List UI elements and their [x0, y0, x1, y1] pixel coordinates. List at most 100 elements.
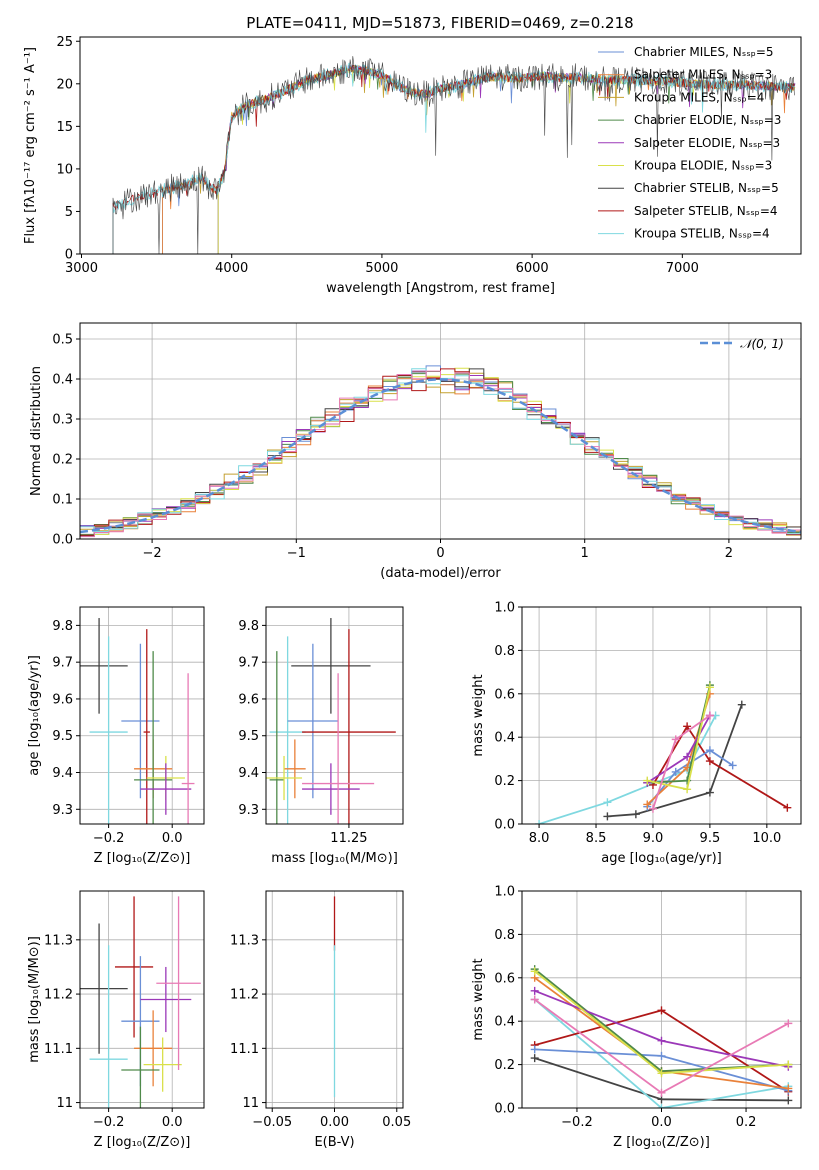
x-tick-label: 11.25 [330, 831, 367, 846]
x-tick-label: 0 [436, 546, 444, 561]
weight-marker [671, 767, 680, 776]
x-tick-label: 7000 [666, 261, 699, 276]
legend-label: 𝒩(0, 1) [740, 337, 784, 351]
weight-marker [683, 752, 692, 761]
x-tick-label: 6000 [516, 261, 549, 276]
axes-frame [79, 890, 205, 1109]
weight-marker [643, 776, 652, 785]
x-tick-label: 10.0 [752, 831, 781, 846]
weight-marker [643, 800, 652, 809]
y-tick-label: 0.4 [494, 731, 515, 746]
y-tick-label: 1.0 [494, 885, 515, 900]
y-tick-label: 9.3 [52, 803, 73, 818]
weight-marker [530, 995, 539, 1004]
x-tick-label: 9.5 [700, 831, 721, 846]
figure-title: PLATE=0411, MJD=51873, FIBERID=0469, z=0… [246, 14, 633, 32]
y-tick-label: 0.4 [494, 1015, 515, 1030]
y-tick-label: 0 [65, 248, 73, 263]
y-tick-label: 9.4 [238, 766, 259, 781]
x-tick-label: 0.2 [736, 1115, 757, 1130]
x-tick-label: 8.5 [586, 831, 607, 846]
y-tick-label: 0.8 [494, 644, 515, 659]
weight-marker [705, 711, 714, 720]
x-axis-label: wavelength [Angstrom, rest frame] [326, 281, 555, 296]
x-axis-label: age [log₁₀(age/yr)] [601, 851, 722, 866]
panel-age-weight: 8.0 8.5 9.0 9.5 10.0 0.0 0.2 0.4 0.6 0.8 1.0 age [l… [471, 601, 802, 866]
x-tick-label: −2 [143, 546, 162, 561]
axes-frame [521, 606, 802, 825]
x-tick-label: −0.2 [93, 831, 125, 846]
x-axis-label: mass [log₁₀(M/M⊙)] [271, 851, 398, 866]
x-tick-label: 0.05 [382, 1115, 411, 1130]
plot-area-spectrum [112, 55, 796, 254]
y-tick-label: 10 [56, 162, 73, 177]
x-tick-label: −1 [287, 546, 306, 561]
legend-label: Kroupa MILES, Nₛₛₚ=4 [634, 90, 764, 104]
x-tick-label: 3000 [65, 261, 98, 276]
weight-marker [705, 746, 714, 755]
y-tick-label: 9.8 [52, 619, 73, 634]
x-tick-label: 8.0 [529, 831, 550, 846]
weight-marker [535, 820, 544, 824]
x-tick-label: 4000 [215, 261, 248, 276]
weight-line [534, 998, 789, 1108]
y-tick-label: 0.0 [494, 1102, 515, 1117]
weight-marker [530, 1045, 539, 1054]
legend-label: Chabrier MILES, Nₛₛₚ=5 [634, 45, 774, 59]
weight-marker [603, 798, 612, 807]
weight-marker [671, 735, 680, 744]
weight-marker [657, 1104, 666, 1108]
y-tick-label: 15 [56, 120, 73, 135]
weight-line [607, 704, 743, 818]
x-tick-label: 0.0 [651, 1115, 672, 1130]
y-axis-label: mass weight [471, 958, 486, 1040]
weight-marker [705, 788, 714, 797]
weight-marker [784, 1096, 793, 1105]
legend-label: Salpeter STELIB, Nₛₛₚ=4 [634, 204, 778, 218]
weight-marker [784, 1060, 793, 1069]
y-tick-label: 25 [56, 35, 73, 50]
x-tick-label: −0.2 [93, 1115, 125, 1130]
panel-residuals: −2 −1 0 1 2 0.0 0.1 0.2 0.3 0.4 0.5 (data-model)/er… [29, 322, 802, 581]
y-tick-label: 9.8 [238, 619, 259, 634]
panels: 3000 4000 5000 6000 70000510152025wavelength… [23, 35, 802, 1150]
y-tick-label: 9.3 [238, 803, 259, 818]
y-axis-label: Flux [fλ10⁻¹⁷ erg cm⁻² s⁻¹ A⁻¹] [23, 47, 38, 244]
legend-label: Salpeter ELODIE, Nₛₛₚ=3 [634, 136, 780, 150]
y-axis-label: age [log₁₀(age/yr)] [27, 655, 42, 776]
y-axis-label: mass weight [471, 674, 486, 756]
y-tick-label: 1.0 [494, 601, 515, 616]
x-axis-label: Z [log₁₀(Z/Z⊙)] [613, 1135, 710, 1150]
weight-marker [705, 683, 714, 692]
x-axis-label: Z [log₁₀(Z/Z⊙)] [94, 1135, 191, 1150]
x-tick-label: 1 [581, 546, 589, 561]
y-tick-label: 9.7 [52, 656, 73, 671]
y-tick-label: 0.5 [52, 333, 73, 348]
y-tick-label: 9.6 [52, 692, 73, 707]
weight-marker [657, 1088, 666, 1097]
y-tick-label: 9.7 [238, 656, 259, 671]
y-tick-label: 0.3 [52, 413, 73, 428]
weight-marker [705, 757, 714, 766]
y-tick-label: 11.3 [230, 933, 259, 948]
weight-marker [784, 1084, 793, 1093]
panel-Z-weight: −0.2 0.0 0.2 0.0 0.2 0.4 0.6 0.8 1.0 Z [log₁₀(Z/Z… [471, 885, 802, 1150]
y-axis-label: Normed distribution [29, 366, 44, 496]
weight-marker [737, 700, 746, 709]
plot-area-residuals [80, 365, 801, 538]
weight-marker [657, 1006, 666, 1015]
x-tick-label: 0.0 [162, 831, 183, 846]
y-tick-label: 20 [56, 77, 73, 92]
gaussian-curve [80, 378, 801, 534]
plot-area-Z-mass [80, 896, 201, 1108]
weight-marker [631, 810, 640, 819]
panel-ebv-mass: −0.05 0.00 0.05 11 11.1 11.2 11.3 E(B-V) [230, 890, 411, 1150]
weight-marker [530, 986, 539, 995]
weight-marker [603, 812, 612, 821]
y-tick-label: 0.1 [52, 493, 73, 508]
panel-spectrum: 3000 4000 5000 6000 7000 0 5 10 15 20 25 wavelength… [23, 35, 802, 296]
x-tick-label: 5000 [365, 261, 398, 276]
legend-label: Kroupa ELODIE, Nₛₛₚ=3 [634, 159, 772, 173]
panel-Z-age: −0.2 0.0 9.3 9.4 9.5 9.6 9.7 9.8 Z [log₁₀(Z/Z⊙)]… [27, 606, 205, 866]
